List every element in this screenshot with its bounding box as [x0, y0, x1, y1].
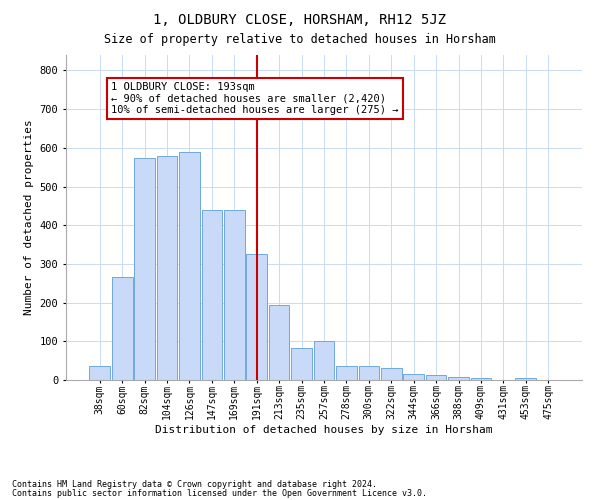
- Bar: [157, 156, 178, 380]
- Bar: [89, 366, 110, 380]
- Bar: [314, 342, 334, 380]
- Bar: [134, 158, 155, 380]
- Text: 1 OLDBURY CLOSE: 193sqm
← 90% of detached houses are smaller (2,420)
10% of semi: 1 OLDBURY CLOSE: 193sqm ← 90% of detache…: [111, 82, 398, 116]
- Bar: [202, 210, 222, 380]
- Bar: [179, 152, 200, 380]
- X-axis label: Distribution of detached houses by size in Horsham: Distribution of detached houses by size …: [155, 425, 493, 435]
- Bar: [515, 378, 536, 380]
- Bar: [470, 378, 491, 380]
- Bar: [448, 377, 469, 380]
- Bar: [291, 348, 312, 380]
- Bar: [112, 278, 133, 380]
- Text: Size of property relative to detached houses in Horsham: Size of property relative to detached ho…: [104, 32, 496, 46]
- Bar: [381, 368, 401, 380]
- Text: Contains HM Land Registry data © Crown copyright and database right 2024.: Contains HM Land Registry data © Crown c…: [12, 480, 377, 489]
- Bar: [359, 366, 379, 380]
- Bar: [336, 366, 357, 380]
- Bar: [269, 304, 289, 380]
- Bar: [247, 254, 267, 380]
- Bar: [403, 374, 424, 380]
- Bar: [426, 375, 446, 380]
- Bar: [224, 210, 245, 380]
- Text: Contains public sector information licensed under the Open Government Licence v3: Contains public sector information licen…: [12, 490, 427, 498]
- Text: 1, OLDBURY CLOSE, HORSHAM, RH12 5JZ: 1, OLDBURY CLOSE, HORSHAM, RH12 5JZ: [154, 12, 446, 26]
- Y-axis label: Number of detached properties: Number of detached properties: [24, 120, 34, 316]
